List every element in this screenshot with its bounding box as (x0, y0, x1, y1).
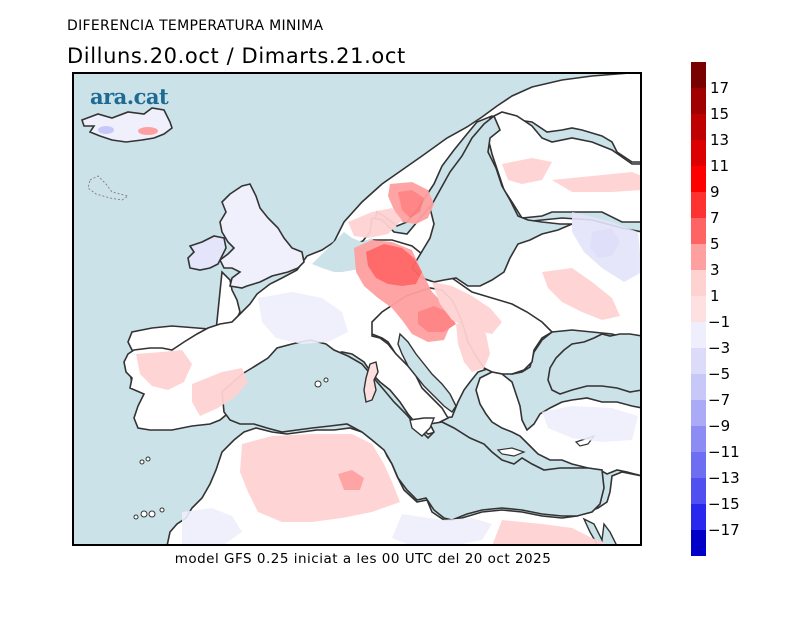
legend-swatch (691, 504, 706, 530)
legend-label: 11 (710, 157, 729, 175)
legend-swatch (691, 322, 706, 348)
legend-label: 13 (710, 131, 729, 149)
ara-cat-logo: ara.cat (90, 84, 169, 109)
legend-label: −11 (708, 443, 740, 461)
legend-label: −9 (708, 417, 730, 435)
legend-swatch (691, 348, 706, 374)
legend-swatch-top (691, 62, 706, 88)
legend-swatch (691, 88, 706, 114)
legend-label: 3 (710, 261, 720, 279)
cold-zone-russia-core (590, 228, 620, 258)
legend-swatch (691, 114, 706, 140)
legend-label: −15 (708, 495, 740, 513)
legend-swatch (691, 426, 706, 452)
warm-zone-africa-core (338, 470, 364, 490)
legend-label: 1 (710, 287, 720, 305)
legend-swatch (691, 530, 706, 556)
legend-swatch (691, 296, 706, 322)
legend-swatch (691, 400, 706, 426)
warm-zone-ukraine (542, 268, 620, 320)
red-sea (582, 517, 618, 546)
legend-swatch (691, 270, 706, 296)
warm-zone-north-africa (240, 434, 400, 522)
iceland-warm-patch (138, 127, 158, 135)
black-sea (547, 333, 642, 395)
legend-label: 17 (710, 79, 729, 97)
warm-zone-sweden-core (398, 190, 424, 218)
land-sicily (409, 417, 436, 437)
legend-label: −1 (708, 313, 730, 331)
faroe-outline (87, 175, 130, 201)
anomaly-warm-zones (136, 158, 642, 546)
legend-label: −3 (708, 339, 730, 357)
land-corsica-sardinia (363, 361, 379, 403)
legend-swatch (691, 166, 706, 192)
legend-label: −5 (708, 365, 730, 383)
legend-swatch (691, 478, 706, 504)
legend-label: −17 (708, 521, 740, 539)
legend-swatch (691, 218, 706, 244)
cold-zone-africa-west (182, 508, 242, 546)
iceland-cold-patch (98, 126, 114, 134)
legend-label: 15 (710, 105, 729, 123)
cold-zone-turkey (542, 406, 638, 442)
legend-label: 5 (710, 235, 720, 253)
warm-zone-balkans (456, 320, 490, 372)
legend-swatch (691, 374, 706, 400)
warm-zone-russia (552, 172, 642, 192)
legend-swatch (691, 192, 706, 218)
warm-zone-germany-core (366, 244, 422, 286)
legend-label: −13 (708, 469, 740, 487)
land-canary-islands (133, 456, 165, 520)
color-legend: 17 15 13 11 9 7 5 3 1 −1 −3 −5 −7 −9 −11 −13 −15 −17 (691, 62, 740, 556)
map-frame (72, 72, 642, 546)
legend-label: 9 (710, 183, 720, 201)
cold-zone-sahara (392, 514, 492, 546)
warm-zone-finland-south (502, 158, 552, 184)
legend-swatch (691, 140, 706, 166)
warm-zone-norway (348, 208, 402, 238)
model-info: model GFS 0.25 iniciat a les 00 UTC del … (174, 551, 552, 567)
land-crete (496, 447, 526, 457)
legend-swatch (691, 452, 706, 478)
land-great-britain (218, 183, 305, 289)
land-balearics-2 (323, 377, 329, 383)
warm-zone-iberia (136, 350, 192, 390)
land-ireland (187, 235, 227, 271)
legend-swatch (691, 244, 706, 270)
cold-zone-france (258, 292, 348, 344)
adriatic-sea (397, 332, 457, 414)
map-date-range: Dilluns.20.oct / Dimarts.21.oct (67, 44, 406, 68)
warm-zone-egypt (492, 520, 612, 546)
legend-label: −7 (708, 391, 730, 409)
legend-label: 7 (710, 209, 720, 227)
anomaly-cold-zones (182, 212, 642, 546)
map-title: DIFERENCIA TEMPERATURA MINIMA (67, 18, 324, 34)
warm-zone-poland (432, 282, 502, 334)
warm-zone-iberia-south (192, 368, 248, 416)
temperature-map (72, 72, 642, 546)
land-balearics (314, 380, 322, 388)
